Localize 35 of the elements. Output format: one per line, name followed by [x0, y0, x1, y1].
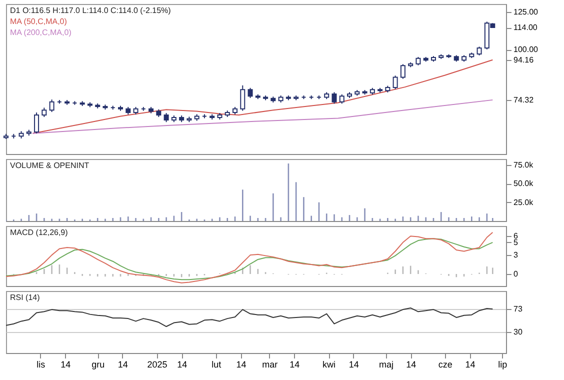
text: MA (200,C,MA,0) [10, 28, 72, 37]
x-tick-label: 14 [465, 360, 476, 370]
x-tick-label: lip [498, 360, 508, 370]
text: MA (50,C,MA,0) [10, 17, 68, 26]
chart-title: D1 O:116.5 H:117.0 L:114.0 C:114.0 (-2.15%) [10, 6, 172, 15]
y-tick-label: 100.00 [514, 45, 539, 54]
x-tick-label: lis [36, 360, 46, 370]
chart-title: MACD (12,26,9) [10, 228, 68, 237]
x-tick-label: lut [212, 360, 222, 370]
x-tick-label: gru [92, 360, 105, 370]
x-tick-label: 14 [177, 360, 188, 370]
y-tick-label: 50.0k [514, 179, 534, 188]
y-tick-label: 114.00 [514, 23, 538, 32]
y-tick-label: 125.00 [514, 7, 539, 16]
y-tick-label: 0 [514, 270, 518, 278]
y-tick-label: 3 [514, 250, 518, 260]
y-tick-label: 73 [514, 304, 523, 314]
x-tick-label: maj [379, 360, 394, 370]
y-tick-label: 74.32 [514, 95, 534, 104]
x-tick-label: 14 [236, 360, 246, 370]
y-tick-label: 25.0k [514, 198, 534, 207]
chart-title: VOLUME & OPENINT [10, 161, 90, 170]
y-tick-label: 30 [514, 327, 523, 336]
x-tick-label: mar [262, 360, 278, 370]
y-tick-label: 94.16 [514, 55, 534, 64]
x-tick-label: kwi [322, 360, 336, 370]
chart-title: RSI (14) [10, 293, 40, 302]
x-tick-label: 14 [406, 360, 416, 370]
x-tick-label: 14 [348, 360, 359, 370]
x-tick-label: cze [438, 360, 452, 370]
x-tick-label: 14 [60, 360, 71, 370]
x-tick-label: 14 [290, 360, 300, 370]
y-tick-label: 75.0k [514, 160, 534, 170]
x-tick-label: 14 [118, 360, 128, 370]
x-tick-label: 2025 [147, 360, 168, 370]
